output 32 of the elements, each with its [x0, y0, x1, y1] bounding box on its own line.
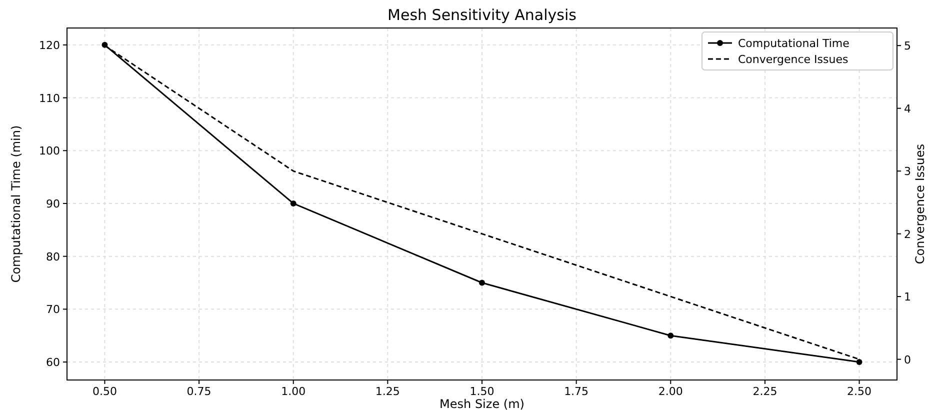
y-tick-label: 110 [39, 92, 60, 105]
x-tick-label: 2.50 [847, 385, 872, 398]
y2-tick-label: 4 [904, 102, 911, 116]
chart-title: Mesh Sensitivity Analysis [388, 6, 577, 24]
x-tick-label: 2.25 [752, 385, 778, 398]
y2-tick-label: 5 [904, 40, 911, 53]
x-tick-label: 1.00 [281, 385, 306, 398]
y-tick-label: 80 [46, 250, 60, 264]
y-tick-label: 90 [46, 197, 60, 210]
y2-tick-label: 1 [904, 290, 911, 304]
x-axis-title: Mesh Size (m) [440, 397, 524, 410]
point [479, 280, 485, 286]
y2-tick-label: 0 [904, 353, 911, 366]
y2-tick-label: 3 [904, 165, 911, 178]
point [290, 200, 296, 206]
x-tick-label: 1.25 [375, 385, 400, 398]
legend-label: Computational Time [738, 37, 850, 50]
x-tick-label: 0.75 [186, 385, 212, 398]
y-axis-title: Computational Time (min) [9, 125, 23, 283]
legend-label: Convergence Issues [738, 53, 848, 66]
x-tick-label: 2.00 [658, 385, 683, 398]
y2-tick-label: 2 [904, 228, 911, 241]
x-tick-label: 1.50 [470, 385, 494, 398]
y-tick-label: 70 [46, 303, 60, 316]
point [668, 332, 674, 339]
y-tick-label: 100 [39, 144, 60, 158]
x-tick-label: 0.50 [92, 385, 117, 398]
y2-axis-title: Convergence Issues [913, 144, 927, 264]
y-tick-label: 120 [39, 38, 60, 52]
y-tick-label: 60 [46, 356, 60, 370]
point [856, 359, 862, 366]
x-tick-label: 1.75 [564, 385, 589, 398]
